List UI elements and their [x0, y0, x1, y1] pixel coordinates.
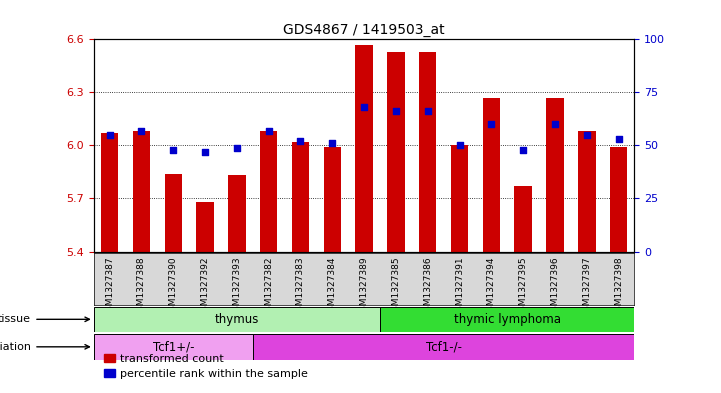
Bar	[133, 131, 150, 252]
Text: Tcf1-/-: Tcf1-/-	[425, 340, 461, 353]
Point	[485, 121, 497, 127]
Text: GSM1327398: GSM1327398	[614, 256, 623, 317]
Bar	[482, 97, 500, 252]
Bar	[387, 51, 404, 252]
Text: GSM1327396: GSM1327396	[550, 256, 559, 317]
Point	[358, 104, 370, 110]
Point	[613, 136, 624, 142]
Text: GSM1327390: GSM1327390	[169, 256, 178, 317]
Point	[104, 132, 115, 138]
Point	[263, 127, 275, 134]
Point	[390, 108, 402, 115]
Bar	[324, 147, 341, 252]
Point	[518, 147, 529, 153]
Bar	[514, 186, 532, 252]
Text: genotype/variation: genotype/variation	[0, 342, 89, 352]
Bar	[164, 174, 182, 252]
Bar	[419, 51, 436, 252]
Bar	[547, 97, 564, 252]
Point	[295, 138, 306, 144]
Text: thymic lymphoma: thymic lymphoma	[454, 313, 561, 326]
Point	[422, 108, 433, 115]
Text: GSM1327392: GSM1327392	[200, 256, 210, 316]
Text: GSM1327388: GSM1327388	[137, 256, 146, 317]
Point	[199, 149, 211, 155]
Bar	[380, 307, 634, 332]
Text: GSM1327387: GSM1327387	[105, 256, 114, 317]
Title: GDS4867 / 1419503_at: GDS4867 / 1419503_at	[283, 23, 445, 37]
Point	[231, 144, 243, 151]
Text: GSM1327382: GSM1327382	[264, 256, 273, 316]
Text: GSM1327393: GSM1327393	[232, 256, 242, 317]
Text: GSM1327394: GSM1327394	[487, 256, 496, 316]
Text: GSM1327386: GSM1327386	[423, 256, 432, 317]
Text: Tcf1+/-: Tcf1+/-	[153, 340, 194, 353]
Bar	[228, 175, 246, 252]
Legend: transformed count, percentile rank within the sample: transformed count, percentile rank withi…	[99, 349, 313, 384]
Text: GSM1327385: GSM1327385	[392, 256, 400, 317]
Bar	[101, 133, 118, 252]
Bar	[355, 44, 373, 252]
Text: GSM1327389: GSM1327389	[360, 256, 368, 317]
Text: GSM1327391: GSM1327391	[455, 256, 464, 317]
Bar	[451, 145, 468, 252]
Text: tissue: tissue	[0, 314, 89, 324]
Text: GSM1327383: GSM1327383	[296, 256, 305, 317]
Bar	[610, 147, 627, 252]
Bar	[578, 131, 596, 252]
Bar	[292, 142, 309, 252]
Point	[136, 127, 147, 134]
Bar	[94, 307, 380, 332]
Text: GSM1327384: GSM1327384	[328, 256, 337, 316]
Bar	[253, 334, 634, 360]
Text: thymus: thymus	[215, 313, 259, 326]
Point	[327, 140, 338, 147]
Point	[581, 132, 593, 138]
Bar	[196, 202, 214, 252]
Bar	[260, 131, 278, 252]
Point	[454, 142, 465, 149]
Point	[549, 121, 561, 127]
Text: GSM1327397: GSM1327397	[583, 256, 591, 317]
Bar	[94, 334, 253, 360]
Point	[167, 147, 179, 153]
Text: GSM1327395: GSM1327395	[518, 256, 528, 317]
